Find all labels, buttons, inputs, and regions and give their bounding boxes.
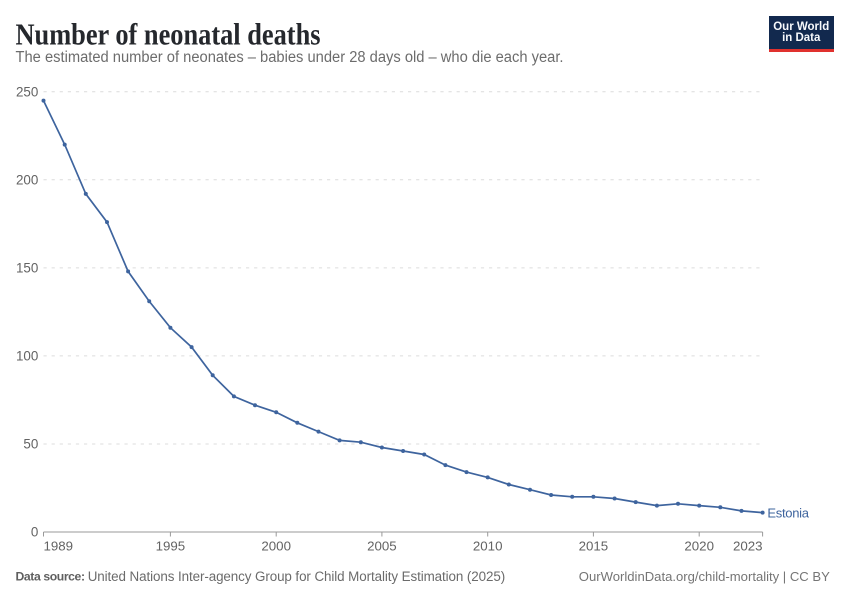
svg-text:OurWorldinData.org/child-morta: OurWorldinData.org/child-mortality | CC … (579, 569, 830, 584)
svg-text:Data source:: Data source: (16, 570, 86, 584)
svg-text:1995: 1995 (156, 539, 186, 554)
svg-text:250: 250 (16, 85, 38, 100)
svg-text:2010: 2010 (473, 539, 503, 554)
svg-text:2023: 2023 (733, 539, 763, 554)
svg-text:Number of neonatal deaths: Number of neonatal deaths (16, 18, 321, 52)
svg-text:2000: 2000 (261, 539, 291, 554)
svg-text:150: 150 (16, 261, 38, 276)
svg-text:The estimated number of neonat: The estimated number of neonates – babie… (16, 49, 564, 66)
svg-text:2005: 2005 (367, 539, 397, 554)
svg-text:0: 0 (31, 525, 38, 540)
svg-text:200: 200 (16, 173, 38, 188)
svg-text:50: 50 (23, 437, 38, 452)
svg-text:2015: 2015 (579, 539, 609, 554)
svg-text:Estonia: Estonia (767, 506, 809, 521)
svg-text:United Nations Inter-agency Gr: United Nations Inter-agency Group for Ch… (88, 569, 506, 584)
svg-text:2020: 2020 (684, 539, 714, 554)
svg-text:100: 100 (16, 349, 38, 364)
svg-text:1989: 1989 (44, 539, 74, 554)
